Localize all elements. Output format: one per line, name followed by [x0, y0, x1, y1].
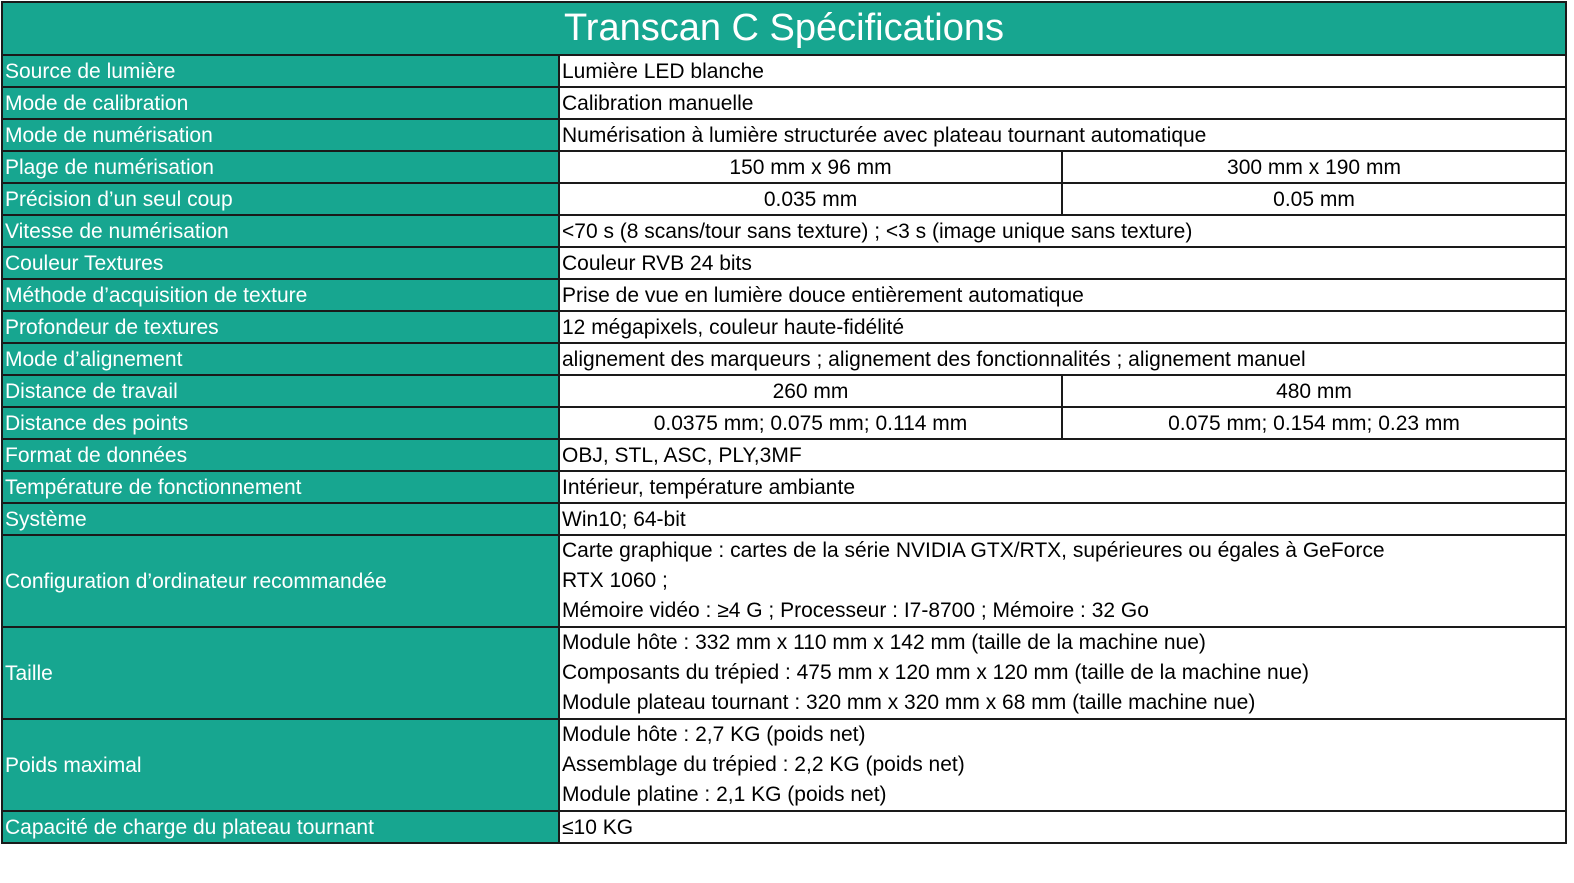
- spec-value: 260 mm: [558, 374, 1063, 408]
- spec-label: Plage de numérisation: [1, 150, 560, 184]
- spec-value-line: RTX 1060 ;: [562, 569, 668, 592]
- spec-value: Intérieur, température ambiante: [558, 470, 1567, 504]
- spec-row: Poids maximal Module hôte : 2,7 KG (poids…: [1, 718, 1567, 812]
- spec-value-line: Carte graphique : cartes de la série NVI…: [562, 539, 1385, 562]
- spec-value: Prise de vue en lumière douce entièremen…: [558, 278, 1567, 312]
- spec-row: Mode d’alignement alignement des marqueur…: [1, 342, 1567, 376]
- spec-value-line: Module plateau tournant : 320 mm x 320 m…: [562, 691, 1256, 714]
- spec-row: Capacité de charge du plateau tournant ≤1…: [1, 810, 1567, 844]
- spec-value: 150 mm x 96 mm: [558, 150, 1063, 184]
- spec-row: Méthode d’acquisition de texture Prise de…: [1, 278, 1567, 312]
- spec-value-line: Module hôte : 2,7 KG (poids net): [562, 723, 866, 746]
- spec-label: Couleur Textures: [1, 246, 560, 280]
- spec-value: 0.0375 mm; 0.075 mm; 0.114 mm: [558, 406, 1063, 440]
- spec-value: OBJ, STL, ASC, PLY,3MF: [558, 438, 1567, 472]
- spec-value: Numérisation à lumière structurée avec p…: [558, 118, 1567, 152]
- spec-value: Carte graphique : cartes de la série NVI…: [558, 534, 1567, 628]
- spec-value: Calibration manuelle: [558, 86, 1567, 120]
- spec-label: Taille: [1, 626, 560, 720]
- spec-value-line: Module hôte : 332 mm x 110 mm x 142 mm (…: [562, 631, 1206, 654]
- spec-value: Lumière LED blanche: [558, 54, 1567, 88]
- spec-label: Mode d’alignement: [1, 342, 560, 376]
- spec-value: 480 mm: [1061, 374, 1567, 408]
- spec-label: Distance de travail: [1, 374, 560, 408]
- spec-value: Module hôte : 332 mm x 110 mm x 142 mm (…: [558, 626, 1567, 720]
- spec-label: Mode de calibration: [1, 86, 560, 120]
- spec-value-line: Assemblage du trépied : 2,2 KG (poids ne…: [562, 753, 965, 776]
- spec-label: Poids maximal: [1, 718, 560, 812]
- spec-label: Configuration d’ordinateur recommandée: [1, 534, 560, 628]
- spec-row: Configuration d’ordinateur recommandée Ca…: [1, 534, 1567, 628]
- spec-value-line: Mémoire vidéo : ≥4 G ; Processeur : I7-8…: [562, 599, 1149, 622]
- spec-table: Transcan C Spécifications Source de lumi…: [1, 1, 1567, 844]
- spec-value: Module hôte : 2,7 KG (poids net) Assembla…: [558, 718, 1567, 812]
- spec-label: Format de données: [1, 438, 560, 472]
- spec-row: Système Win10; 64-bit: [1, 502, 1567, 536]
- spec-row: Source de lumière Lumière LED blanche: [1, 54, 1567, 88]
- spec-value: Couleur RVB 24 bits: [558, 246, 1567, 280]
- spec-label: Profondeur de textures: [1, 310, 560, 344]
- spec-value: ≤10 KG: [558, 810, 1567, 844]
- spec-value: 0.035 mm: [558, 182, 1063, 216]
- spec-label: Précision d’un seul coup: [1, 182, 560, 216]
- table-title: Transcan C Spécifications: [1, 1, 1567, 56]
- spec-row: Distance de travail 260 mm 480 mm: [1, 374, 1567, 408]
- spec-value: Win10; 64-bit: [558, 502, 1567, 536]
- spec-row: Plage de numérisation 150 mm x 96 mm 300 m…: [1, 150, 1567, 184]
- spec-label: Distance des points: [1, 406, 560, 440]
- spec-value: 12 mégapixels, couleur haute-fidélité: [558, 310, 1567, 344]
- spec-label: Température de fonctionnement: [1, 470, 560, 504]
- spec-row: Vitesse de numérisation <70 s (8 scans/to…: [1, 214, 1567, 248]
- spec-value: 300 mm x 190 mm: [1061, 150, 1567, 184]
- spec-row: Distance des points 0.0375 mm; 0.075 mm; …: [1, 406, 1567, 440]
- spec-value: 0.075 mm; 0.154 mm; 0.23 mm: [1061, 406, 1567, 440]
- spec-row: Taille Module hôte : 332 mm x 110 mm x 14…: [1, 626, 1567, 720]
- spec-label: Méthode d’acquisition de texture: [1, 278, 560, 312]
- spec-label: Mode de numérisation: [1, 118, 560, 152]
- spec-label: Source de lumière: [1, 54, 560, 88]
- spec-row: Profondeur de textures 12 mégapixels, cou…: [1, 310, 1567, 344]
- spec-value-line: Module platine : 2,1 KG (poids net): [562, 783, 887, 806]
- spec-value-line: Composants du trépied : 475 mm x 120 mm …: [562, 661, 1310, 684]
- spec-label: Vitesse de numérisation: [1, 214, 560, 248]
- spec-value: 0.05 mm: [1061, 182, 1567, 216]
- spec-label: Capacité de charge du plateau tournant: [1, 810, 560, 844]
- spec-label: Système: [1, 502, 560, 536]
- spec-row: Précision d’un seul coup 0.035 mm 0.05 mm: [1, 182, 1567, 216]
- spec-row: Mode de numérisation Numérisation à lumiè…: [1, 118, 1567, 152]
- spec-row: Couleur Textures Couleur RVB 24 bits: [1, 246, 1567, 280]
- spec-row: Température de fonctionnement Intérieur, …: [1, 470, 1567, 504]
- spec-value: <70 s (8 scans/tour sans texture) ; <3 s…: [558, 214, 1567, 248]
- spec-value: alignement des marqueurs ; alignement de…: [558, 342, 1567, 376]
- spec-row: Format de données OBJ, STL, ASC, PLY,3MF: [1, 438, 1567, 472]
- spec-row: Mode de calibration Calibration manuelle: [1, 86, 1567, 120]
